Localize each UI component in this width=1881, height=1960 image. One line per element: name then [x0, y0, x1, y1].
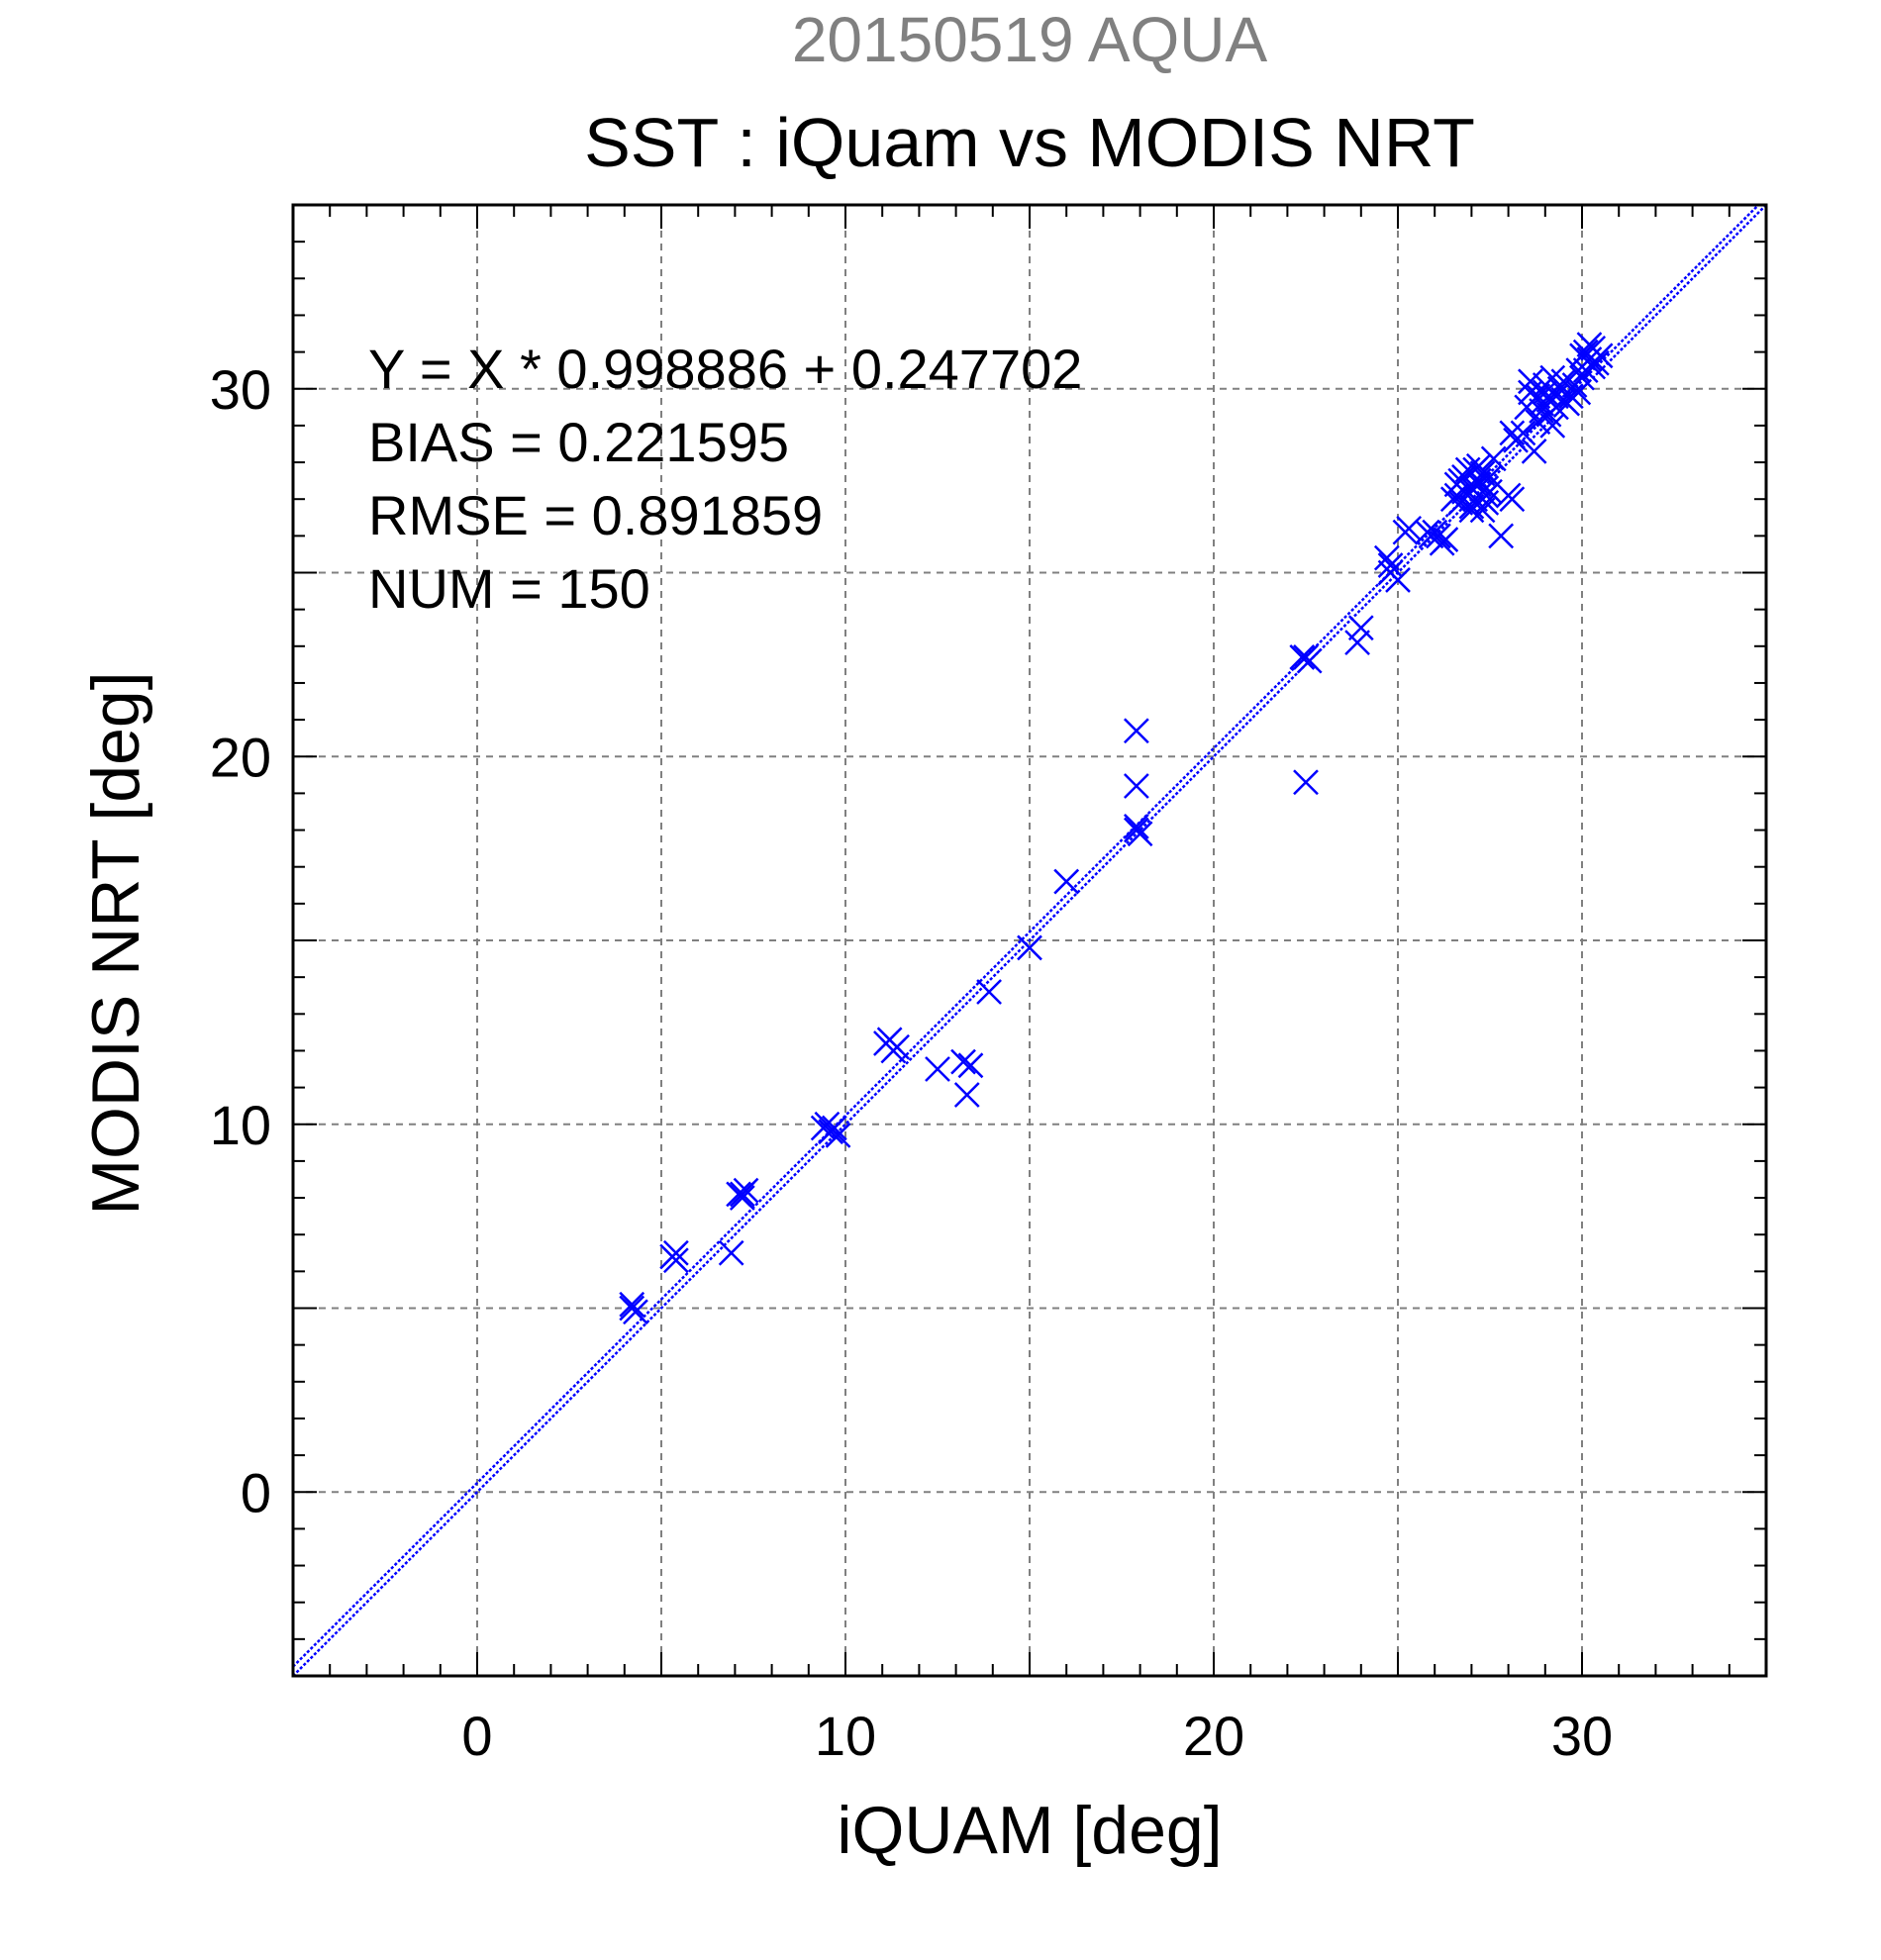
axis-ticks [292, 204, 1767, 1677]
data-point [1426, 523, 1451, 549]
data-point [1373, 544, 1400, 571]
data-point [821, 1115, 847, 1141]
data-point [1499, 420, 1526, 446]
data-point [1565, 379, 1592, 406]
data-point [623, 1299, 648, 1325]
data-point [953, 1082, 980, 1108]
x-tick-label: 0 [461, 1705, 492, 1767]
data-point [1469, 497, 1496, 524]
data-point [1123, 817, 1149, 843]
data-point [1344, 630, 1370, 655]
data-point [1392, 519, 1419, 545]
data-point [884, 1033, 910, 1060]
data-point [619, 1291, 645, 1318]
data-point [1583, 349, 1610, 376]
data-point [718, 1239, 744, 1266]
data-point [1053, 868, 1080, 895]
stat-equation: Y = X * 0.998886 + 0.247702 [368, 338, 1082, 400]
tick-labels: 0 10 20 30 0 10 20 30 [210, 358, 1613, 1767]
x-tick-label: 10 [815, 1705, 876, 1767]
one-to-one-line [293, 205, 1766, 1676]
data-point [1123, 718, 1149, 744]
data-point [729, 1181, 755, 1208]
data-point [1123, 773, 1149, 799]
data-point [957, 1052, 984, 1079]
data-point [1499, 486, 1526, 513]
x-tick-label: 30 [1551, 1705, 1613, 1767]
data-point [662, 1247, 689, 1274]
y-tick-label: 20 [210, 726, 271, 788]
data-point [729, 1185, 755, 1211]
data-point [1510, 420, 1536, 446]
data-point [1296, 647, 1323, 674]
data-points [619, 332, 1614, 1325]
y-tick-label: 0 [241, 1461, 271, 1523]
data-point [1576, 332, 1603, 358]
data-point [814, 1111, 841, 1137]
data-point [1473, 482, 1500, 509]
stat-rmse: RMSE = 0.891859 [368, 484, 823, 546]
data-point [1293, 769, 1319, 796]
data-point [1377, 552, 1404, 578]
data-point [925, 1056, 950, 1082]
y-tick-label: 30 [210, 358, 271, 421]
data-point [1488, 523, 1515, 549]
data-point [1469, 460, 1496, 487]
stat-bias: BIAS = 0.221595 [368, 411, 789, 473]
data-point [1347, 615, 1374, 641]
grid [293, 205, 1766, 1676]
chart-suptitle: 20150519 AQUA [792, 4, 1268, 75]
y-tick-label: 10 [210, 1094, 271, 1156]
x-axis-label: iQUAM [deg] [837, 1793, 1222, 1868]
data-point [1433, 527, 1459, 552]
data-point [1565, 357, 1592, 384]
data-point [950, 1048, 976, 1075]
data-point [662, 1239, 689, 1266]
chart-title: SST : iQuam vs MODIS NRT [584, 104, 1475, 181]
x-tick-label: 20 [1183, 1705, 1244, 1767]
data-point [1017, 934, 1042, 961]
data-point [976, 979, 1002, 1005]
data-point [1385, 567, 1411, 593]
data-point [1123, 813, 1149, 839]
data-point [1289, 644, 1316, 670]
stat-num: NUM = 150 [368, 557, 650, 620]
data-point [1480, 445, 1507, 472]
y-axis-label: MODIS NRT [deg] [78, 671, 153, 1215]
data-point [1521, 439, 1547, 464]
